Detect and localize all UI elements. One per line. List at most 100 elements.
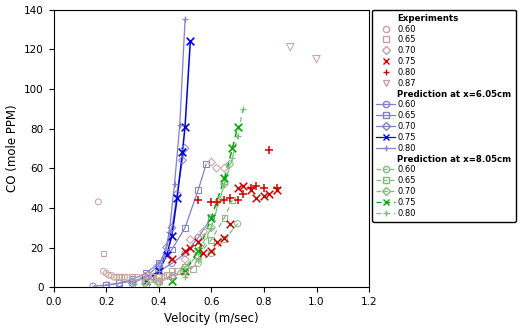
- Point: [118, 275, 126, 280]
- Point: [168, 257, 176, 262]
- Point: [99, 269, 108, 274]
- Y-axis label: CO (mole PPM): CO (mole PPM): [6, 105, 19, 192]
- Point: [178, 150, 186, 155]
- Point: [94, 199, 102, 205]
- Point: [181, 124, 189, 129]
- Point: [246, 187, 255, 193]
- Point: [141, 271, 150, 276]
- Point: [168, 273, 176, 278]
- Point: [128, 275, 137, 280]
- Point: [173, 191, 181, 197]
- Point: [168, 275, 176, 280]
- Point: [141, 283, 150, 288]
- Point: [181, 269, 189, 274]
- Point: [220, 175, 229, 181]
- Point: [155, 279, 163, 284]
- Point: [128, 281, 137, 286]
- Point: [155, 275, 163, 280]
- Point: [141, 273, 150, 278]
- Point: [102, 283, 110, 288]
- Point: [128, 277, 137, 282]
- Point: [141, 281, 150, 286]
- Point: [239, 191, 247, 197]
- Point: [194, 261, 203, 266]
- Point: [168, 225, 176, 230]
- Point: [141, 275, 150, 280]
- Point: [220, 197, 229, 203]
- Point: [181, 265, 189, 270]
- Point: [170, 181, 179, 187]
- Point: [273, 185, 281, 191]
- Point: [181, 249, 189, 254]
- Point: [115, 281, 124, 286]
- Point: [110, 275, 118, 280]
- Point: [220, 181, 229, 187]
- Point: [181, 225, 189, 230]
- Point: [189, 267, 197, 272]
- Point: [104, 273, 113, 278]
- Point: [134, 275, 142, 280]
- Point: [226, 195, 234, 201]
- Point: [149, 275, 158, 280]
- Point: [207, 225, 216, 230]
- Point: [252, 195, 260, 201]
- Point: [260, 185, 268, 191]
- Point: [186, 39, 195, 44]
- Point: [141, 279, 150, 284]
- Point: [233, 185, 242, 191]
- Point: [128, 279, 137, 284]
- Point: [155, 261, 163, 266]
- Point: [212, 166, 221, 171]
- Point: [194, 235, 203, 240]
- Point: [220, 166, 229, 171]
- Point: [239, 183, 247, 189]
- X-axis label: Velocity (m/sec): Velocity (m/sec): [164, 312, 259, 325]
- Point: [128, 275, 137, 280]
- Point: [260, 193, 268, 199]
- Point: [89, 284, 97, 289]
- Point: [220, 237, 229, 242]
- Point: [220, 181, 229, 187]
- Point: [186, 245, 195, 250]
- Point: [207, 215, 216, 220]
- Point: [228, 197, 236, 203]
- Point: [207, 225, 216, 230]
- Point: [107, 273, 115, 278]
- Point: [265, 148, 274, 153]
- Point: [168, 279, 176, 284]
- Point: [239, 106, 247, 111]
- Point: [155, 269, 163, 274]
- Point: [207, 199, 216, 205]
- Point: [194, 187, 203, 193]
- Point: [199, 229, 208, 234]
- Point: [149, 277, 158, 282]
- Point: [162, 253, 171, 258]
- Point: [155, 269, 163, 274]
- Point: [207, 215, 216, 220]
- Point: [233, 134, 242, 139]
- Point: [252, 183, 260, 189]
- Point: [220, 215, 229, 220]
- Legend: Experiments, 0.60, 0.65, 0.70, 0.75, 0.80, 0.87, Prediction at x=6.05cm, 0.60, 0: Experiments, 0.60, 0.65, 0.70, 0.75, 0.8…: [372, 10, 516, 222]
- Point: [181, 257, 189, 262]
- Point: [155, 279, 163, 284]
- Point: [220, 235, 229, 240]
- Point: [155, 279, 163, 284]
- Point: [181, 146, 189, 151]
- Point: [194, 249, 203, 254]
- Point: [265, 191, 274, 197]
- Point: [168, 269, 176, 274]
- Point: [226, 221, 234, 226]
- Point: [173, 195, 181, 201]
- Point: [165, 229, 173, 234]
- Point: [168, 275, 176, 280]
- Point: [162, 273, 171, 278]
- Point: [168, 247, 176, 252]
- Point: [181, 275, 189, 280]
- Point: [228, 156, 236, 161]
- Point: [149, 275, 158, 280]
- Point: [194, 253, 203, 258]
- Point: [286, 45, 294, 50]
- Point: [115, 281, 124, 286]
- Point: [207, 160, 216, 165]
